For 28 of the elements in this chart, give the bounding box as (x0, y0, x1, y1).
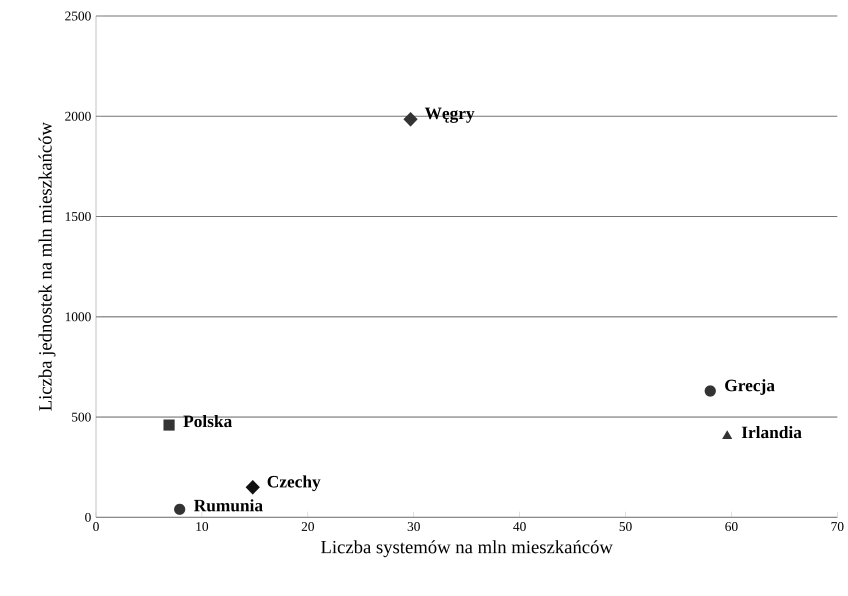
x-axis-title: Liczba systemów na mln mieszkańców (321, 540, 613, 558)
y-tick-label: 1000 (66, 312, 91, 322)
series-label: Węgry (424, 108, 474, 123)
point (404, 112, 418, 126)
y-tick-label: 500 (72, 412, 91, 422)
point (246, 480, 260, 494)
x-tick-label: 70 (832, 522, 844, 532)
series-label: Czechy (268, 475, 321, 492)
x-tick-label: 40 (513, 522, 526, 532)
point (163, 419, 175, 431)
y-tick-label: 1500 (66, 212, 91, 222)
series-label: Polska (183, 414, 232, 428)
y-axis-title: Liczba jednostek na mln mieszkańców (38, 122, 56, 411)
point (722, 430, 732, 440)
y-tick-label: 0 (85, 512, 91, 522)
point (174, 504, 186, 515)
series-label: Grecja (725, 379, 775, 395)
point (704, 385, 716, 397)
x-tick-label: 10 (196, 522, 208, 532)
x-tick-label: 0 (93, 522, 99, 532)
series-label: Rumunia (194, 499, 263, 512)
series-label: Irlandia (742, 426, 802, 438)
y-tick-label: 2500 (65, 11, 91, 20)
x-tick-label: 20 (302, 522, 314, 532)
x-tick-label: 60 (725, 522, 738, 532)
y-tick-label: 2000 (65, 112, 91, 121)
x-tick-label: 30 (408, 522, 420, 532)
x-tick-label: 50 (620, 522, 632, 532)
